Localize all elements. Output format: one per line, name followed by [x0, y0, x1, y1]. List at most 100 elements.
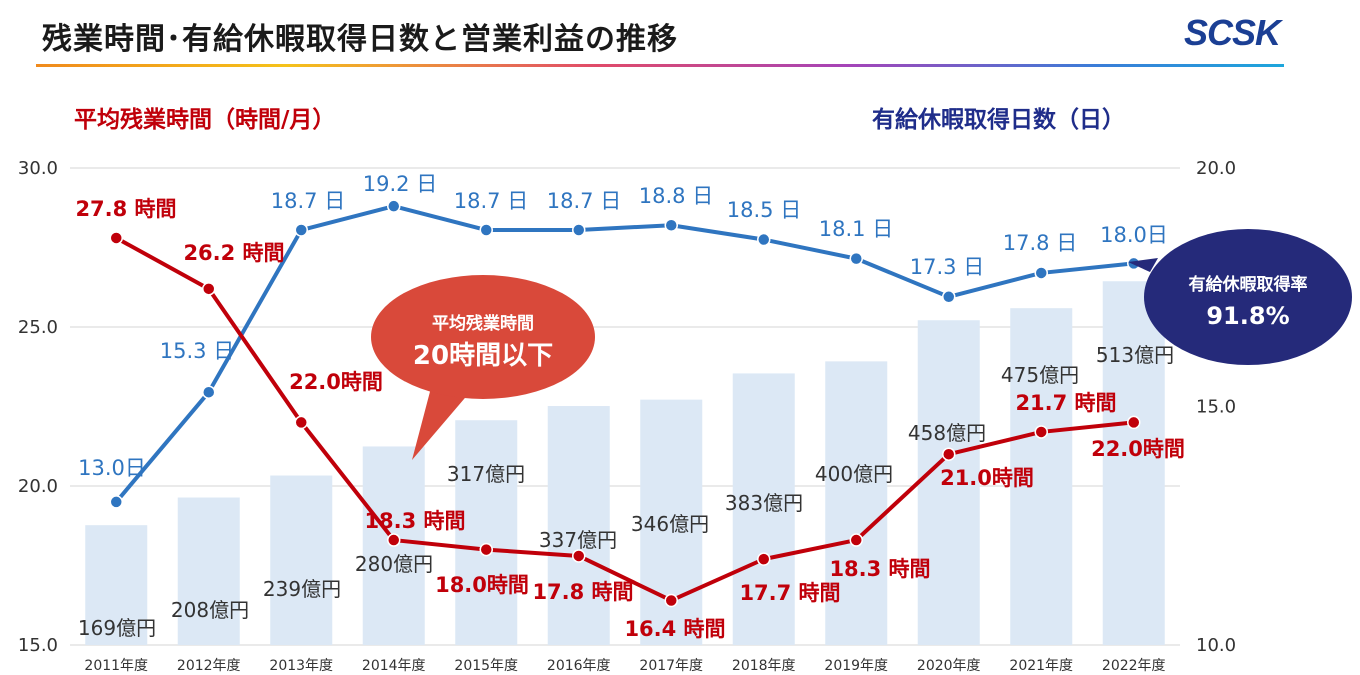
x-axis-tick: 2016年度 [547, 658, 611, 674]
scsk-logo: SCSK [1183, 12, 1281, 53]
profit-label: 346億円 [631, 512, 709, 536]
overtime-point [109, 231, 123, 245]
leave-days-point [294, 223, 308, 237]
x-axis-tick: 2020年度 [917, 658, 981, 674]
profit-label: 317億円 [447, 462, 525, 486]
overtime-label: 18.0時間 [435, 573, 529, 597]
rate-badge-pointer [1128, 258, 1158, 272]
rate-badge-label: 有給休暇取得率 [1189, 274, 1308, 295]
overtime-point [849, 533, 863, 547]
profit-label: 239億円 [263, 577, 341, 601]
leave-days-point [387, 199, 401, 213]
profit-bar [270, 475, 333, 645]
overtime-label: 18.3 時間 [829, 557, 930, 581]
profit-bar [1102, 281, 1165, 645]
x-axis-tick: 2018年度 [732, 658, 796, 674]
leave-days-label: 19.2 日 [363, 172, 437, 196]
profit-label: 337億円 [539, 528, 617, 552]
leave-days-point [109, 495, 123, 509]
overtime-point [202, 282, 216, 296]
profit-bar [732, 373, 795, 645]
profit-bar [85, 525, 148, 645]
x-axis-tick: 2015年度 [454, 658, 518, 674]
callout-line2: 20時間以下 [413, 341, 553, 371]
overtime-point [387, 533, 401, 547]
profit-bar [1010, 308, 1073, 645]
overtime-label: 22.0時間 [289, 370, 383, 394]
overtime-point [757, 552, 771, 566]
page-title: 残業時間･有給休暇取得日数と営業利益の推移 [42, 22, 678, 57]
profit-bar [455, 420, 518, 645]
profit-label: 208億円 [171, 598, 249, 622]
callout-pointer [412, 384, 470, 460]
right-axis-tick: 20.0 [1196, 158, 1236, 179]
right-axis-tick: 15.0 [1196, 397, 1236, 418]
overtime-label: 18.3 時間 [364, 509, 465, 533]
overtime-label: 17.7 時間 [739, 581, 840, 605]
x-axis-tick: 2013年度 [269, 658, 333, 674]
left-axis-tick: 20.0 [18, 476, 58, 497]
overtime-point [664, 593, 678, 608]
profit-bar [917, 320, 980, 645]
overtime-label: 17.8 時間 [532, 580, 633, 604]
profit-label: 280億円 [355, 552, 433, 576]
leave-days-label: 18.5 日 [727, 198, 801, 222]
profit-bar [547, 406, 610, 645]
overtime-label: 27.8 時間 [75, 197, 176, 221]
profit-label: 475億円 [1001, 363, 1079, 387]
leave-days-point [664, 218, 678, 232]
overtime-label: 21.7 時間 [1015, 391, 1116, 415]
leave-days-label: 18.7 日 [271, 189, 345, 213]
x-axis-tick: 2022年度 [1102, 658, 1166, 674]
x-axis-tick: 2014年度 [362, 658, 426, 674]
overtime-line [115, 236, 1134, 603]
leave-days-point [757, 232, 771, 247]
rate-badge-value: 91.8% [1206, 302, 1289, 330]
x-axis-tick: 2012年度 [177, 658, 241, 674]
leave-days-point [572, 223, 586, 237]
callout-bubble [371, 275, 595, 399]
profit-label: 458億円 [908, 421, 986, 445]
profit-bar [177, 497, 240, 645]
leave-days-line [114, 204, 1134, 504]
callout-line1: 平均残業時間 [432, 313, 534, 334]
x-axis-tick: 2011年度 [84, 658, 148, 674]
title-gradient-rule [36, 64, 1284, 67]
leave-days-point [479, 223, 493, 237]
overtime-point [942, 447, 956, 461]
overtime-point [1127, 415, 1141, 430]
leave-days-label: 15.3 日 [160, 339, 234, 363]
rate-badge [1144, 229, 1352, 365]
leave-days-label: 18.1 日 [819, 217, 893, 241]
x-axis-tick: 2017年度 [639, 658, 703, 674]
leave-days-point [1034, 266, 1048, 280]
left-axis-title: 平均残業時間（時間/月） [74, 107, 336, 133]
leave-days-point [942, 290, 956, 304]
leave-days-point [202, 385, 216, 399]
profit-bar [825, 361, 888, 645]
left-axis-tick: 25.0 [18, 317, 58, 338]
overtime-point [479, 542, 493, 557]
leave-days-label: 18.7 日 [454, 189, 528, 213]
overtime-label: 16.4 時間 [624, 617, 725, 641]
overtime-label: 26.2 時間 [183, 241, 284, 265]
leave-days-label: 13.0日 [78, 456, 146, 480]
leave-days-point [849, 251, 863, 266]
overtime-point [1034, 425, 1048, 439]
left-axis-tick: 15.0 [18, 635, 58, 656]
leave-days-label: 18.8 日 [639, 184, 713, 208]
leave-days-label: 18.7 日 [547, 189, 621, 213]
right-axis-tick: 10.0 [1196, 635, 1236, 656]
overtime-point [294, 415, 308, 430]
profit-label: 513億円 [1096, 343, 1174, 367]
overtime-label: 21.0時間 [940, 466, 1034, 490]
profit-label: 400億円 [815, 462, 893, 486]
leave-days-label: 17.8 日 [1003, 231, 1077, 255]
overtime-label: 22.0時間 [1091, 437, 1185, 461]
leave-days-label: 18.0日 [1100, 223, 1168, 247]
overtime-point [572, 549, 586, 563]
profit-label: 169億円 [78, 616, 156, 640]
left-axis-tick: 30.0 [18, 158, 58, 179]
profit-label: 383億円 [725, 491, 803, 515]
